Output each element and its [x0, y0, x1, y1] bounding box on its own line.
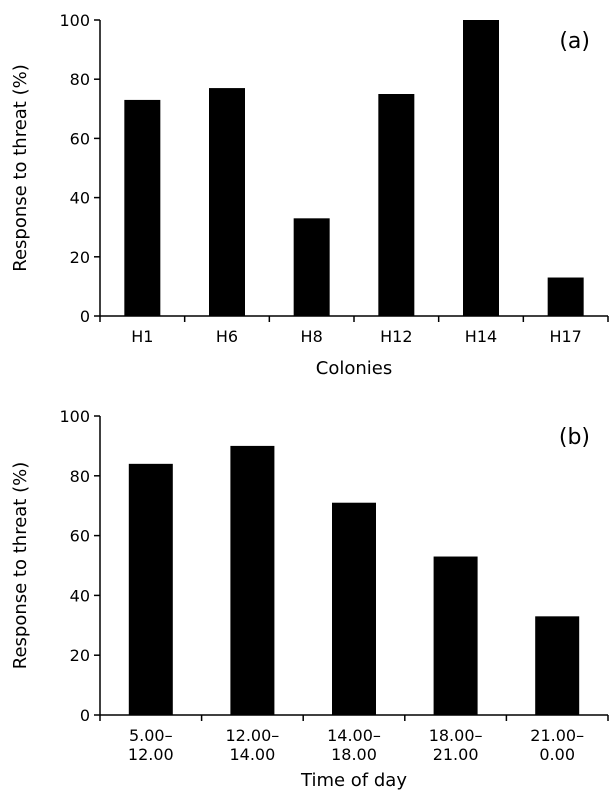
bar-18-00-21-00 [433, 556, 478, 715]
bar-12-00-14-00 [230, 445, 275, 715]
bar-5-00-12-00 [128, 463, 173, 715]
panel-b: 0204060801005.00–12.0012.00–14.0014.00–1… [10, 407, 609, 791]
x-tick-label: H8 [301, 327, 323, 346]
y-tick-label: 100 [59, 407, 90, 426]
y-tick-label: 80 [70, 467, 90, 486]
x-tick-label: 12.00– [225, 726, 279, 745]
y-tick-label: 60 [70, 527, 90, 546]
y-tick-label: 20 [70, 646, 90, 665]
bar-h1 [124, 99, 161, 316]
y-tick-label: 80 [70, 70, 90, 89]
bar-21-00-0-00 [535, 616, 580, 715]
x-tick-label: H6 [216, 327, 238, 346]
x-tick-label: 18.00– [429, 726, 483, 745]
y-tick-label: 40 [70, 189, 90, 208]
y-axis-title: Response to threat (%) [10, 64, 31, 271]
x-axis-title: Colonies [316, 358, 392, 379]
x-tick-label: 5.00– [129, 726, 173, 745]
bar-h6 [209, 88, 245, 316]
y-tick-label: 100 [59, 11, 90, 30]
bar-h12 [378, 94, 415, 316]
y-tick-label: 0 [80, 706, 90, 725]
x-tick-label: H1 [131, 327, 153, 346]
x-tick-label: H14 [465, 327, 497, 346]
x-tick-label: 21.00 [433, 745, 479, 764]
x-tick-label: 21.00– [530, 726, 584, 745]
panel-label: (b) [559, 425, 590, 450]
x-tick-label: H12 [380, 327, 412, 346]
x-tick-label: 18.00 [331, 745, 377, 764]
bar-h14 [463, 20, 499, 316]
y-tick-label: 40 [70, 586, 90, 605]
panel-label: (a) [559, 29, 590, 54]
panel-a: 0 20 40 60 80 100 H1 H6 H8 H12 H14 H17 Colonies Respo… [10, 11, 609, 379]
x-tick-label: 14.00– [327, 726, 381, 745]
bar-14-00-18-00 [332, 502, 376, 715]
bar-h8 [293, 218, 330, 316]
x-tick-label: 0.00 [539, 745, 575, 764]
x-tick-label: H17 [549, 327, 581, 346]
x-axis-title: Time of day [300, 770, 407, 791]
y-tick-label: 0 [80, 307, 90, 326]
x-tick-label: 12.00 [128, 745, 174, 764]
x-tick-label: 14.00 [229, 745, 275, 764]
bar-h17 [547, 277, 584, 316]
y-tick-label: 60 [70, 129, 90, 148]
y-axis-title: Response to threat (%) [10, 462, 31, 669]
y-tick-label: 20 [70, 248, 90, 267]
